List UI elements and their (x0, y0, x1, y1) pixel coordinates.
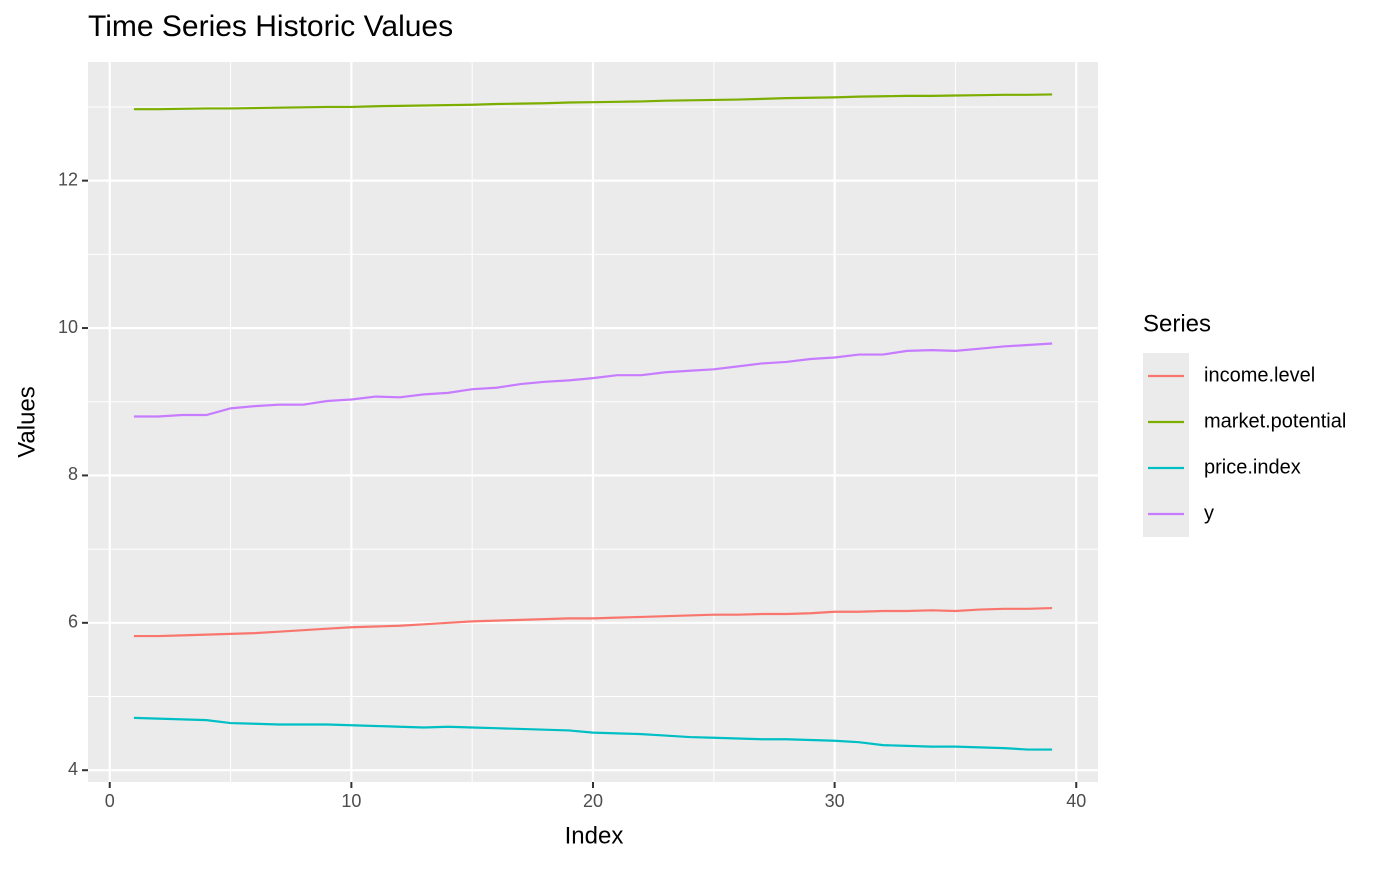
legend-label: price.index (1204, 456, 1301, 478)
series-line (133, 716, 1053, 751)
lines (133, 93, 1053, 751)
y-tick-label: 10 (58, 317, 78, 337)
y-tick-label: 6 (68, 612, 78, 632)
legend-label: y (1204, 502, 1214, 524)
x-tick-label: 40 (1066, 791, 1086, 811)
x-tick-label: 0 (105, 791, 115, 811)
legend-title: Series (1143, 310, 1211, 337)
y-tick-label: 8 (68, 464, 78, 484)
y-tick-label: 12 (58, 169, 78, 189)
legend: Series income.level market.potential price… (1143, 310, 1346, 537)
chart-title: Time Series Historic Values (88, 10, 453, 43)
x-tick-label: 30 (825, 791, 845, 811)
x-tick-label: 10 (341, 791, 361, 811)
series-line (133, 342, 1053, 418)
series-line (133, 606, 1053, 638)
legend-label: income.level (1204, 364, 1315, 386)
x-axis-label: Index (565, 822, 624, 849)
legend-label: market.potential (1204, 410, 1346, 432)
x-tick-label: 20 (583, 791, 603, 811)
series-line (133, 93, 1053, 111)
grid (88, 62, 1098, 782)
y-axis-label: Values (13, 386, 40, 458)
y-tick-label: 4 (68, 759, 78, 779)
